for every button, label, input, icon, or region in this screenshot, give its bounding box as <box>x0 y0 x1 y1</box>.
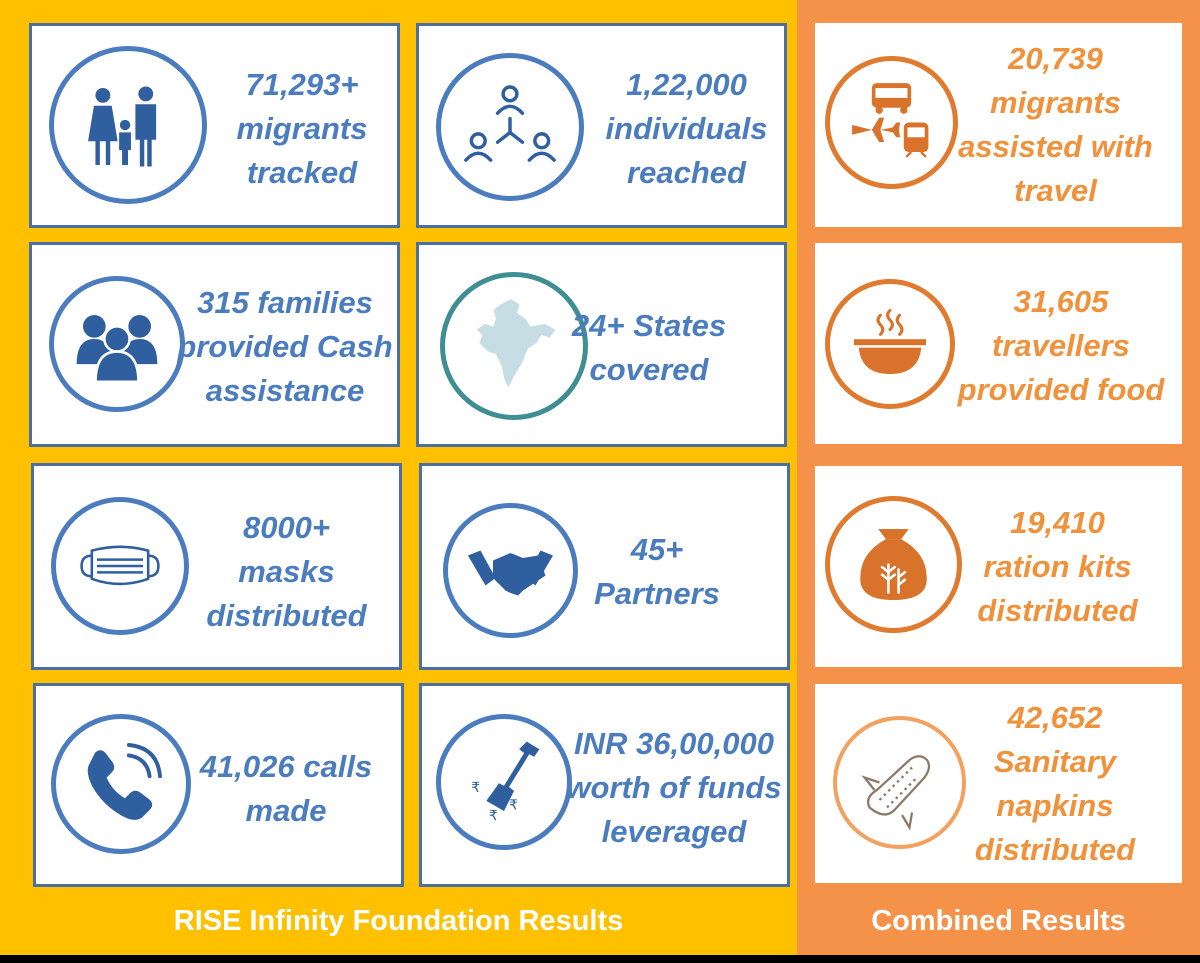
stat-label: provided food <box>957 371 1165 407</box>
stat-label: worth of funds <box>566 770 782 805</box>
stat-label: made <box>245 793 327 828</box>
stat-value: 8000+ <box>242 510 331 545</box>
card-individuals-reached: 1,22,000 individuals reached <box>416 23 787 228</box>
footer-right-title: Combined Results <box>871 904 1126 937</box>
stat-label: leveraged <box>601 814 747 849</box>
stat-value: 1,22,000 <box>626 66 747 102</box>
handshake-icon <box>443 503 578 638</box>
stat-label: Partners <box>594 576 720 611</box>
shovel-rupee-icon: ₹ ₹ ₹ <box>436 714 572 850</box>
stat-label: tracked <box>246 154 358 190</box>
sanitary-napkin-icon <box>833 716 966 849</box>
card-states-covered: 24+ States covered <box>416 242 787 447</box>
svg-text:₹: ₹ <box>509 798 518 814</box>
stat-value: 315 families <box>197 285 373 320</box>
card-calls: 41,026 calls made <box>33 683 404 887</box>
stat-label: assisted with <box>958 129 1153 164</box>
mask-icon <box>51 497 189 635</box>
stat-label: travellers <box>992 327 1130 363</box>
card-masks: 8000+ masks distributed <box>31 463 402 670</box>
stat-label: ration kits <box>983 548 1132 584</box>
svg-text:₹: ₹ <box>471 780 480 796</box>
card-text: 42,652 Sanitary napkins distributed <box>965 690 1145 878</box>
stat-value: 31,605 <box>1013 283 1109 319</box>
card-food: 31,605 travellers provided food <box>815 243 1182 444</box>
stat-value: 41,026 calls <box>199 749 373 784</box>
stat-label: distributed <box>206 598 367 633</box>
card-sanitary: 42,652 Sanitary napkins distributed <box>815 684 1182 883</box>
stat-value: 71,293+ <box>245 66 359 102</box>
stat-value: 19,410 <box>1010 504 1105 540</box>
stat-label: migrants <box>236 110 368 146</box>
footer-left-title: RISE Infinity Foundation Results <box>173 904 624 937</box>
stat-value: 24+ States <box>571 307 727 343</box>
card-text: 24+ States covered <box>569 265 729 430</box>
card-text: 20,739 migrants assisted with travel <box>953 35 1158 215</box>
card-ration: 19,410 ration kits distributed <box>815 466 1182 667</box>
card-text: INR 36,00,000 worth of funds leveraged <box>560 704 788 872</box>
card-text: 8000+ masks distributed <box>189 488 384 656</box>
stat-value: INR 36,00,000 <box>574 726 774 761</box>
svg-text:₹: ₹ <box>489 808 498 824</box>
stat-label: reached <box>627 154 746 190</box>
stat-label: distributed <box>974 832 1136 867</box>
card-text: 31,605 travellers provided food <box>951 263 1171 428</box>
card-migrants-tracked: 71,293+ migrants tracked <box>29 23 400 228</box>
food-bowl-icon <box>825 279 955 409</box>
stat-label: napkins <box>996 788 1114 823</box>
phone-icon <box>51 714 191 854</box>
transport-icon <box>825 56 958 189</box>
network-people-icon <box>436 53 584 201</box>
card-text: 41,026 calls made <box>186 714 386 864</box>
india-map-icon <box>440 272 588 420</box>
card-partners: 45+ Partners <box>419 463 790 670</box>
stat-label: Sanitary <box>993 744 1117 779</box>
card-text: 19,410 ration kits distributed <box>965 484 1150 649</box>
stat-label: individuals <box>605 110 768 146</box>
card-text: 45+ Partners <box>582 488 732 656</box>
card-text: 71,293+ migrants tracked <box>212 46 392 211</box>
stat-label: assistance <box>205 373 365 408</box>
ration-sack-icon <box>825 496 962 633</box>
stat-label: provided Cash <box>177 329 393 364</box>
group-people-icon <box>49 276 185 412</box>
stat-value: 20,739 <box>1008 41 1103 76</box>
stat-value: 45+ <box>630 532 684 567</box>
family-icon <box>49 46 207 204</box>
stat-value: 42,652 <box>1007 700 1103 735</box>
card-families-cash: 315 families provided Cash assistance <box>29 242 400 447</box>
stat-label: masks <box>238 554 335 589</box>
stat-label: migrants <box>990 85 1121 120</box>
card-funds: ₹ ₹ ₹ INR 36,00,000 worth of funds lever… <box>419 683 790 887</box>
card-text: 1,22,000 individuals reached <box>594 46 779 211</box>
card-travel: 20,739 migrants assisted with travel <box>815 23 1182 227</box>
stat-label: distributed <box>977 592 1138 628</box>
stat-label: travel <box>1014 173 1097 208</box>
card-text: 315 families provided Cash assistance <box>172 263 398 431</box>
stat-label: covered <box>589 351 709 387</box>
